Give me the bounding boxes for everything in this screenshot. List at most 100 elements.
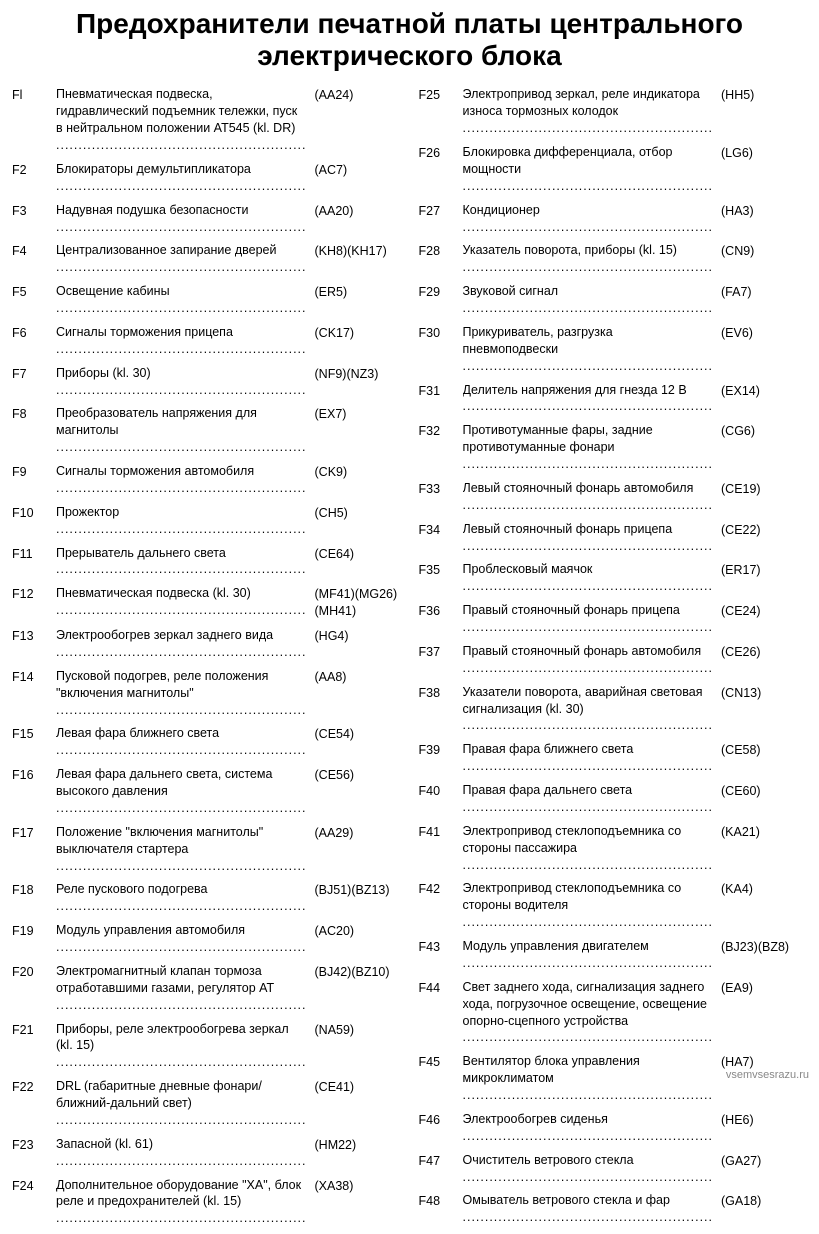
fuse-id: F8: [12, 405, 56, 423]
fuse-description: Электромагнитный клапан тормоза отработа…: [56, 963, 311, 1014]
fuse-id: F44: [419, 979, 463, 997]
fuse-row: F36Правый стояночный фонарь прицепа(CE24…: [419, 602, 808, 636]
fuse-row: F46Электрообогрев сиденья(HE6): [419, 1111, 808, 1145]
fuse-row: F40Правая фара дальнего света(CE60): [419, 782, 808, 816]
fuse-description: Блокировка дифференциала, отбор мощности: [463, 144, 718, 195]
fuse-id: F27: [419, 202, 463, 220]
fuse-row: F48Омыватель ветрового стекла и фар(GA18…: [419, 1192, 808, 1226]
fuse-row: F44Свет заднего хода, сигнализация задне…: [419, 979, 808, 1047]
fuse-id: F11: [12, 545, 56, 563]
fuse-row: F39Правая фара ближнего света(CE58): [419, 741, 808, 775]
fuse-row: F20Электромагнитный клапан тормоза отраб…: [12, 963, 401, 1014]
fuse-id: F25: [419, 86, 463, 104]
fuse-row: F25Электропривод зеркал, реле индикатора…: [419, 86, 808, 137]
fuse-code: (NA59): [311, 1021, 401, 1039]
fuse-description: Пусковой подогрев, реле положения "включ…: [56, 668, 311, 719]
fuse-code: (AA8): [311, 668, 401, 686]
fuse-description: Блокираторы демультипликатора: [56, 161, 311, 195]
fuse-id: F22: [12, 1078, 56, 1096]
fuse-description: Левая фара дальнего света, система высок…: [56, 766, 311, 817]
fuse-code: (CE41): [311, 1078, 401, 1096]
fuse-description: Дополнительное оборудование "XA", блок р…: [56, 1177, 311, 1228]
fuse-id: F2: [12, 161, 56, 179]
fuse-description: Сигналы торможения прицепа: [56, 324, 311, 358]
fuse-id: F14: [12, 668, 56, 686]
fuse-description: Делитель напряжения для гнезда 12 В: [463, 382, 718, 416]
fuse-description: Электрообогрев сиденья: [463, 1111, 718, 1145]
fuse-description: Кондиционер: [463, 202, 718, 236]
fuse-id: F17: [12, 824, 56, 842]
fuse-code: (MF41)(MG26)(MH41): [311, 585, 401, 620]
fuse-id: F23: [12, 1136, 56, 1154]
fuse-row: F7Приборы (kl. 30)(NF9)(NZ3): [12, 365, 401, 399]
fuse-id: F12: [12, 585, 56, 603]
fuse-description: Правый стояночный фонарь прицепа: [463, 602, 718, 636]
fuse-row: F34Левый стояночный фонарь прицепа(CE22): [419, 521, 808, 555]
fuse-code: (EV6): [717, 324, 807, 342]
watermark: vsemvsesrazu.ru: [726, 1069, 809, 1081]
fuse-row: F41Электропривод стеклоподъемника со сто…: [419, 823, 808, 874]
fuse-code: (AA20): [311, 202, 401, 220]
fuse-id: F28: [419, 242, 463, 260]
fuse-row: F26Блокировка дифференциала, отбор мощно…: [419, 144, 808, 195]
fuse-id: F24: [12, 1177, 56, 1195]
fuse-row: F43Модуль управления двигателем(BJ23)(BZ…: [419, 938, 808, 972]
fuse-code: (BJ23)(BZ8): [717, 938, 807, 956]
fuse-code: (AA29): [311, 824, 401, 842]
fuse-row: F24Дополнительное оборудование "XA", бло…: [12, 1177, 401, 1228]
fuse-code: (HA3): [717, 202, 807, 220]
fuse-description: Модуль управления автомобиля: [56, 922, 311, 956]
fuse-row: F8Преобразователь напряжения для магнито…: [12, 405, 401, 456]
fuse-row: F13Электрообогрев зеркал заднего вида(HG…: [12, 627, 401, 661]
fuse-description: Электропривод стеклоподъемника со сторон…: [463, 880, 718, 931]
fuse-description: Положение "включения магнитолы" выключат…: [56, 824, 311, 875]
fuse-id: F26: [419, 144, 463, 162]
fuse-code: (CE60): [717, 782, 807, 800]
fuse-code: (FA7): [717, 283, 807, 301]
fuse-code: (CN9): [717, 242, 807, 260]
fuse-id: F46: [419, 1111, 463, 1129]
fuse-description: Прожектор: [56, 504, 311, 538]
fuse-id: F3: [12, 202, 56, 220]
fuse-row: F28Указатель поворота, приборы (kl. 15)(…: [419, 242, 808, 276]
fuse-id: F40: [419, 782, 463, 800]
fuse-row: F17Положение "включения магнитолы" выклю…: [12, 824, 401, 875]
fuse-id: F35: [419, 561, 463, 579]
fuse-code: (HE6): [717, 1111, 807, 1129]
fuse-row: F3Надувная подушка безопасности(AA20): [12, 202, 401, 236]
columns-container: FlПневматическая подвеска, гидравлически…: [0, 86, 819, 1234]
fuse-description: Указатели поворота, аварийная световая с…: [463, 684, 718, 735]
fuse-id: F29: [419, 283, 463, 301]
left-column: FlПневматическая подвеска, гидравлически…: [12, 86, 401, 1234]
fuse-id: F41: [419, 823, 463, 841]
fuse-description: Приборы (kl. 30): [56, 365, 311, 399]
fuse-description: Электропривод стеклоподъемника со сторон…: [463, 823, 718, 874]
fuse-row: F37Правый стояночный фонарь автомобиля(C…: [419, 643, 808, 677]
fuse-row: F30Прикуриватель, разгрузка пневмоподвес…: [419, 324, 808, 375]
fuse-row: FlПневматическая подвеска, гидравлически…: [12, 86, 401, 154]
fuse-row: F22DRL (габаритные дневные фонари/ближни…: [12, 1078, 401, 1129]
fuse-row: F18Реле пускового подогрева(BJ51)(BZ13): [12, 881, 401, 915]
fuse-id: F30: [419, 324, 463, 342]
fuse-id: F15: [12, 725, 56, 743]
fuse-row: F42Электропривод стеклоподъемника со сто…: [419, 880, 808, 931]
fuse-row: F19Модуль управления автомобиля(AC20): [12, 922, 401, 956]
fuse-row: F33Левый стояночный фонарь автомобиля(CE…: [419, 480, 808, 514]
fuse-id: F32: [419, 422, 463, 440]
fuse-row: F21Приборы, реле электрообогрева зеркал …: [12, 1021, 401, 1072]
fuse-description: Запасной (kl. 61): [56, 1136, 311, 1170]
fuse-code: (BJ51)(BZ13): [311, 881, 401, 899]
fuse-id: F37: [419, 643, 463, 661]
fuse-code: (GA27): [717, 1152, 807, 1170]
right-column: F25Электропривод зеркал, реле индикатора…: [419, 86, 808, 1234]
fuse-row: F29Звуковой сигнал(FA7): [419, 283, 808, 317]
fuse-description: Пневматическая подвеска (kl. 30): [56, 585, 311, 619]
fuse-row: F23Запасной (kl. 61)(HM22): [12, 1136, 401, 1170]
fuse-code: (CK9): [311, 463, 401, 481]
fuse-description: Прикуриватель, разгрузка пневмоподвески: [463, 324, 718, 375]
fuse-row: F16Левая фара дальнего света, система вы…: [12, 766, 401, 817]
fuse-code: (KH8)(KH17): [311, 242, 401, 260]
fuse-description: Прерыватель дальнего света: [56, 545, 311, 579]
fuse-code: (NF9)(NZ3): [311, 365, 401, 383]
fuse-row: F27Кондиционер(HA3): [419, 202, 808, 236]
